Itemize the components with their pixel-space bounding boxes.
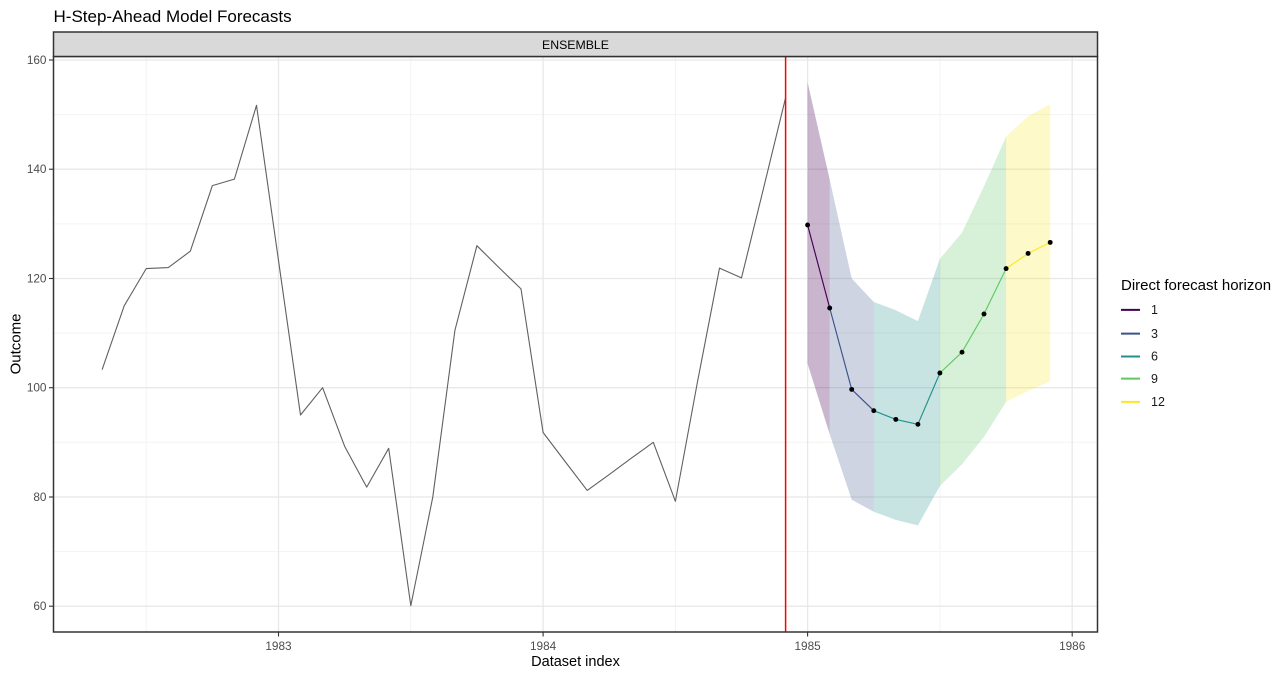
svg-text:9: 9	[1151, 372, 1158, 386]
svg-text:1986: 1986	[1059, 639, 1086, 653]
svg-text:1983: 1983	[265, 639, 292, 653]
svg-text:12: 12	[1151, 395, 1165, 409]
svg-text:140: 140	[27, 162, 47, 176]
svg-text:ENSEMBLE: ENSEMBLE	[542, 38, 609, 52]
svg-text:1985: 1985	[794, 639, 821, 653]
svg-text:1: 1	[1151, 303, 1158, 317]
svg-text:Outcome: Outcome	[8, 314, 25, 375]
svg-text:H-Step-Ahead Model Forecasts: H-Step-Ahead Model Forecasts	[54, 7, 292, 26]
svg-text:1984: 1984	[530, 639, 557, 653]
svg-text:60: 60	[33, 599, 47, 613]
svg-text:160: 160	[27, 53, 47, 67]
svg-text:Dataset index: Dataset index	[531, 654, 620, 670]
svg-text:120: 120	[27, 272, 47, 286]
svg-text:80: 80	[33, 490, 47, 504]
svg-text:3: 3	[1151, 327, 1158, 341]
svg-text:100: 100	[27, 381, 47, 395]
svg-text:Direct forecast horizon: Direct forecast horizon	[1121, 277, 1271, 294]
svg-text:6: 6	[1151, 350, 1158, 364]
